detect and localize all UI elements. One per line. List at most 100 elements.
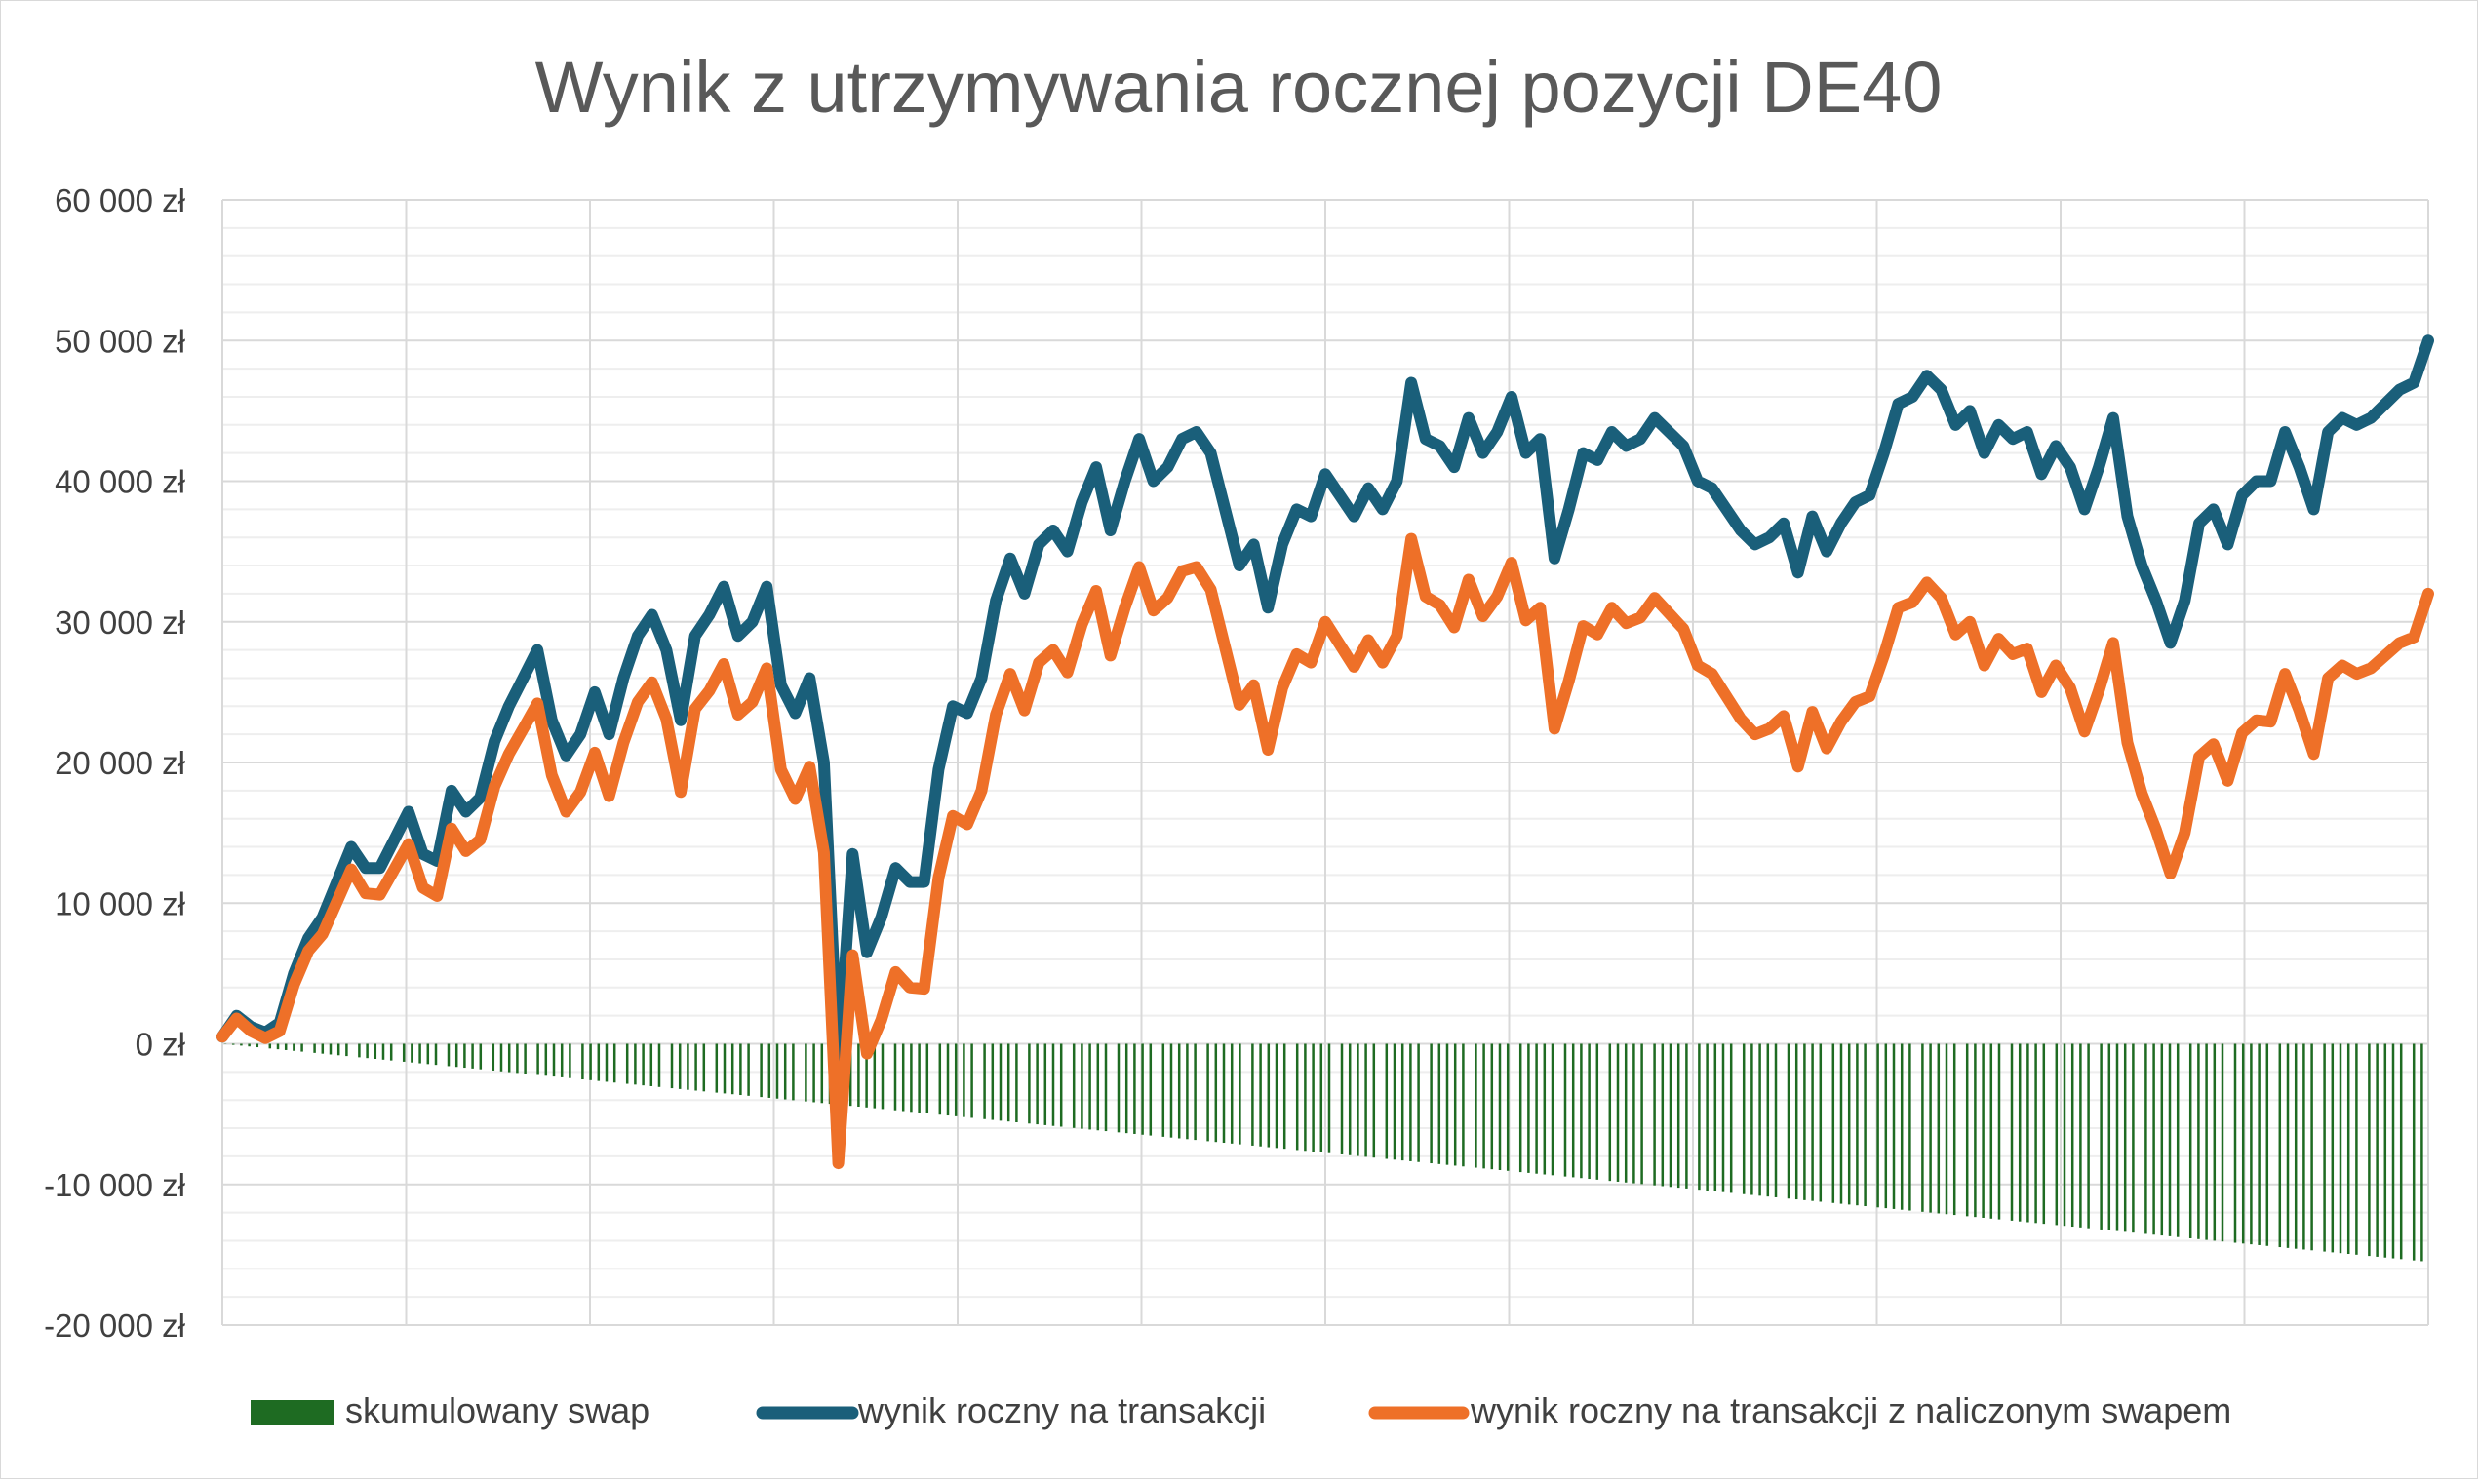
swap-bar	[1938, 1044, 1941, 1214]
swap-bar	[1150, 1044, 1153, 1136]
swap-bar	[536, 1044, 539, 1075]
swap-bar	[1373, 1044, 1376, 1158]
swap-bar	[1401, 1044, 1404, 1161]
swap-bar	[1206, 1044, 1209, 1142]
swap-bar	[747, 1044, 750, 1096]
swap-bar	[2400, 1044, 2403, 1260]
swap-bar	[768, 1044, 771, 1098]
swap-bar	[345, 1044, 348, 1057]
swap-bar	[1000, 1044, 1003, 1121]
swap-bar	[1462, 1044, 1465, 1167]
swap-bar	[1535, 1044, 1538, 1174]
swap-bar	[1259, 1044, 1262, 1147]
swap-bar	[2420, 1044, 2423, 1262]
swap-bar	[1341, 1044, 1344, 1154]
swap-bar	[256, 1044, 259, 1048]
swap-bar	[569, 1044, 571, 1078]
swap-bar	[970, 1044, 973, 1118]
swap-bar	[1125, 1044, 1128, 1134]
swap-bar	[2116, 1044, 2119, 1231]
swap-bar	[2323, 1044, 2326, 1252]
swap-bar	[589, 1044, 592, 1080]
swap-bar	[1617, 1044, 1620, 1182]
y-tick-label: -20 000 zł	[44, 1308, 186, 1344]
swap-bar	[2413, 1044, 2416, 1261]
swap-bar	[480, 1044, 483, 1070]
swap-bar	[337, 1044, 340, 1056]
swap-bar	[626, 1044, 629, 1084]
swap-bar	[2310, 1044, 2313, 1251]
swap-bar	[1998, 1044, 2001, 1220]
legend-label-swap: skumulowany swap	[345, 1390, 649, 1430]
swap-bar	[1609, 1044, 1612, 1182]
swap-bar	[1438, 1044, 1441, 1164]
swap-bar	[2266, 1044, 2269, 1246]
swap-bar	[2279, 1044, 2282, 1248]
y-tick-label: 60 000 zł	[55, 182, 186, 218]
swap-bar	[2234, 1044, 2237, 1243]
swap-bar	[1073, 1044, 1076, 1128]
swap-bar	[1893, 1044, 1896, 1209]
swap-bar	[1953, 1044, 1956, 1216]
swap-bar	[553, 1044, 556, 1077]
swap-bar	[1982, 1044, 1985, 1218]
swap-bar	[731, 1044, 734, 1095]
swap-bar	[2242, 1044, 2245, 1244]
swap-bar	[2214, 1044, 2217, 1241]
swap-bar	[1394, 1044, 1396, 1160]
swap-bar	[2087, 1044, 2090, 1229]
swap-bar	[1848, 1044, 1851, 1205]
swap-bar	[724, 1044, 727, 1094]
swap-bar	[1588, 1044, 1591, 1180]
swap-bar	[2071, 1044, 2074, 1228]
swap-bar	[1811, 1044, 1814, 1201]
swap-bar	[1141, 1044, 1144, 1135]
swap-bar	[1194, 1044, 1197, 1141]
swap-bar	[1223, 1044, 1226, 1144]
swap-bar	[1820, 1044, 1823, 1202]
swap-bar	[739, 1044, 742, 1096]
swap-bar	[2376, 1044, 2379, 1257]
swap-bar	[2250, 1044, 2253, 1245]
swap-bar	[285, 1044, 288, 1050]
swap-bar	[1097, 1044, 1100, 1131]
legend-item-result-swap: wynik roczny na transakcji z naliczonym …	[1375, 1390, 2231, 1430]
swap-bar	[1215, 1044, 1218, 1143]
swap-bar	[679, 1044, 682, 1089]
swap-bar	[1901, 1044, 1904, 1210]
swap-bar	[1640, 1044, 1643, 1185]
y-tick-label: -10 000 zł	[44, 1167, 186, 1203]
swap-bar	[1908, 1044, 1911, 1211]
swap-bar	[508, 1044, 511, 1073]
swap-bar	[1730, 1044, 1733, 1193]
swap-bar	[874, 1044, 877, 1109]
chart-title: Wynik z utrzymywania rocznej pozycji DE4…	[535, 47, 1943, 128]
swap-bar	[471, 1044, 474, 1069]
swap-bar	[650, 1044, 653, 1086]
swap-bar	[455, 1044, 458, 1068]
swap-bar	[1758, 1044, 1761, 1196]
swap-bar	[1304, 1044, 1307, 1152]
swap-bar	[1990, 1044, 1993, 1219]
swap-bar	[2347, 1044, 2350, 1255]
swap-bar	[322, 1044, 325, 1054]
legend-swatch-swap	[251, 1400, 334, 1425]
y-tick-label: 30 000 zł	[55, 605, 186, 641]
swap-bar	[2026, 1044, 2029, 1223]
swap-bar	[1386, 1044, 1389, 1159]
swap-bar	[1698, 1044, 1701, 1191]
swap-bar	[366, 1044, 369, 1059]
y-tick-label: 50 000 zł	[55, 323, 186, 359]
swap-bar	[1446, 1044, 1449, 1165]
swap-bar	[2108, 1044, 2111, 1230]
swap-bar	[613, 1044, 616, 1083]
swap-bar	[411, 1044, 413, 1063]
swap-bar	[390, 1044, 393, 1061]
swap-bar	[1028, 1044, 1031, 1124]
swap-bar	[671, 1044, 674, 1089]
swap-bar	[1357, 1044, 1359, 1156]
swap-bar	[1722, 1044, 1725, 1192]
swap-bar	[983, 1044, 986, 1119]
swap-bar	[2043, 1044, 2046, 1225]
